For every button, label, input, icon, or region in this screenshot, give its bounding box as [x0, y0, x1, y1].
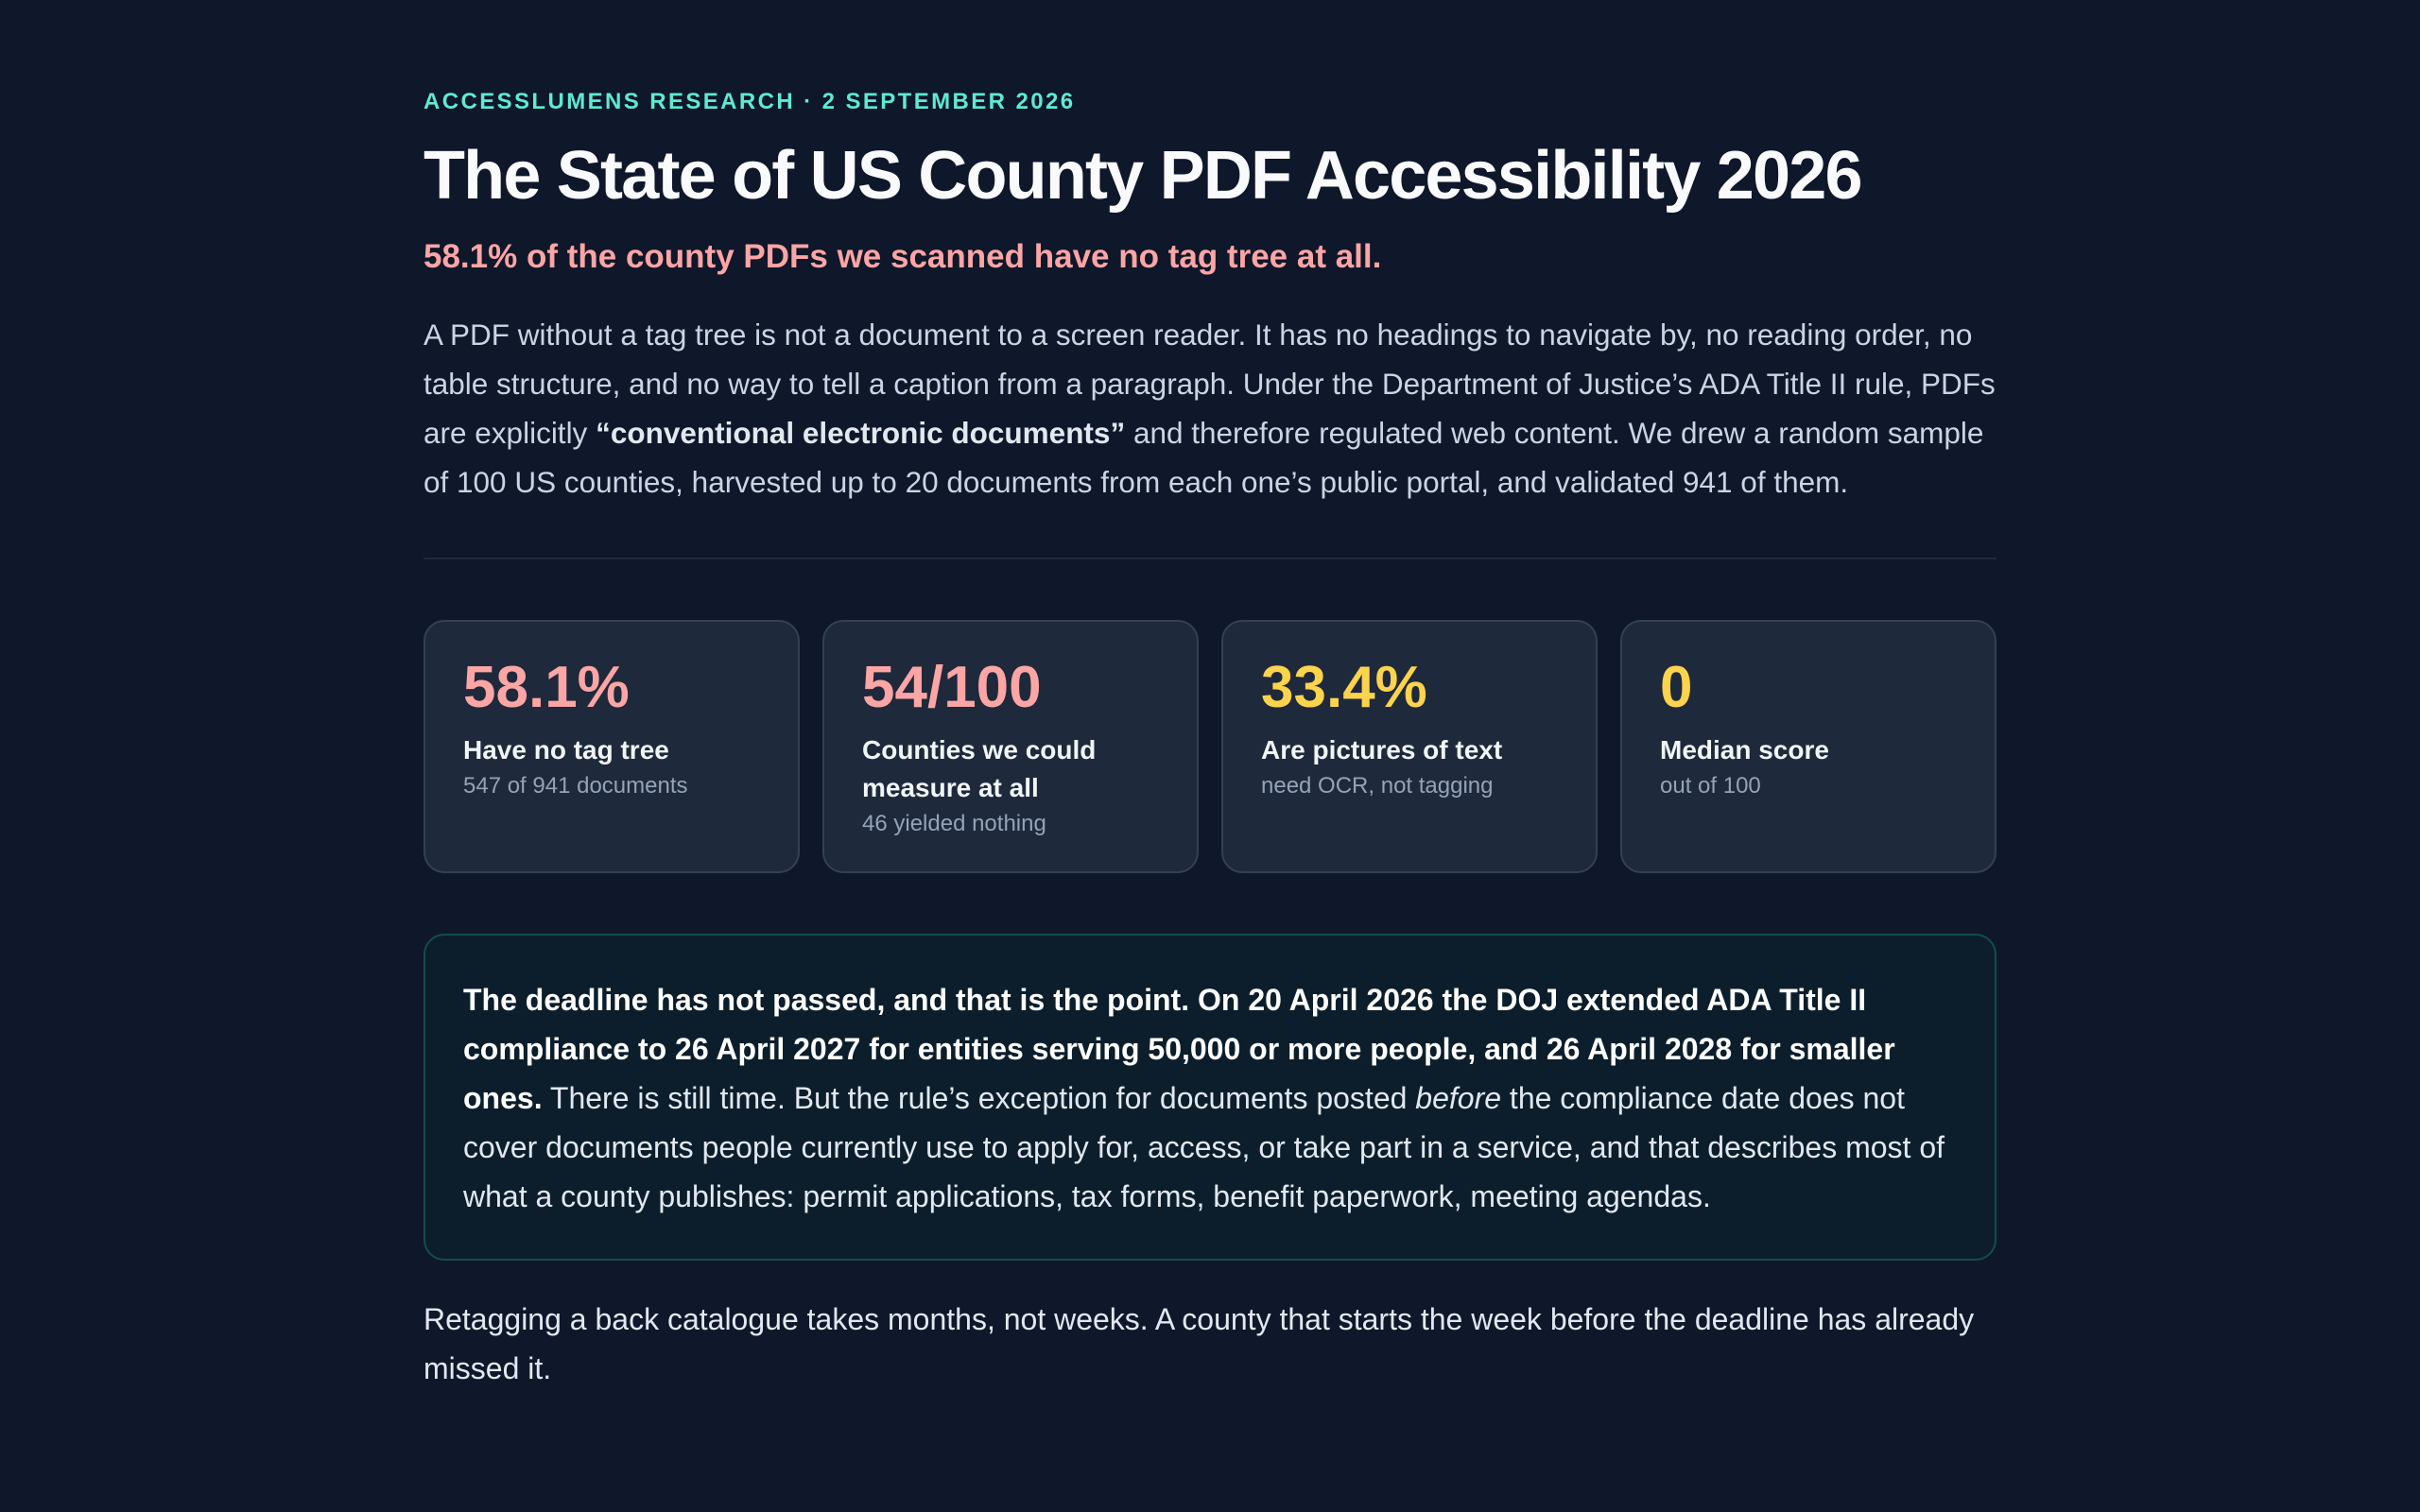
- section-divider: [424, 558, 1996, 559]
- stat-note: out of 100: [1660, 773, 1761, 799]
- stat-label: Median score: [1660, 735, 1829, 765]
- intro-text-1: A PDF without a tag tree is not a docume…: [424, 318, 1996, 450]
- stats-row: 58.1% Have no tag tree 547 of 941 docume…: [424, 620, 1996, 873]
- stat-label: Have no tag tree: [463, 735, 669, 765]
- page-title: The State of US County PDF Accessibility…: [424, 138, 1863, 214]
- stat-label: Counties we could measure at all: [862, 735, 1097, 802]
- stat-note: 46 yielded nothing: [862, 811, 1046, 836]
- stat-card-pictures-of-text: 33.4% Are pictures of text need OCR, not…: [1221, 620, 1598, 873]
- intro-paragraph: A PDF without a tag tree is not a docume…: [424, 310, 1996, 507]
- stat-value: 0: [1660, 655, 1693, 720]
- stat-label: Are pictures of text: [1261, 735, 1503, 765]
- closing-paragraph: Retagging a back catalogue takes months,…: [424, 1302, 1975, 1385]
- report-eyebrow: ACCESSLUMENS RESEARCH · 2 SEPTEMBER 2026: [424, 89, 1076, 114]
- stat-note: 547 of 941 documents: [463, 773, 688, 799]
- report-page: ACCESSLUMENS RESEARCH · 2 SEPTEMBER 2026…: [424, 87, 1996, 1393]
- callout-text-1: There is still time. But the rule’s exce…: [542, 1081, 1416, 1115]
- callout-text-2: the compliance date does not cover docum…: [463, 1081, 1945, 1213]
- stat-note: need OCR, not tagging: [1261, 773, 1494, 799]
- stat-value: 33.4%: [1261, 655, 1427, 720]
- stat-card-median-score: 0 Median score out of 100: [1620, 620, 1996, 873]
- deadline-callout: The deadline has not passed, and that is…: [424, 934, 1996, 1261]
- intro-emphasis: “conventional electronic documents”: [596, 416, 1126, 450]
- stat-card-no-tag-tree: 58.1% Have no tag tree 547 of 941 docume…: [424, 620, 800, 873]
- stat-card-counties-measured: 54/100 Counties we could measure at all …: [822, 620, 1199, 873]
- headline-finding: 58.1% of the county PDFs we scanned have…: [424, 238, 1382, 275]
- callout-italic-text: before: [1415, 1081, 1502, 1115]
- callout-bold-text: The deadline has not passed, and that is…: [463, 983, 1895, 1115]
- stat-value: 58.1%: [463, 655, 630, 720]
- intro-text-2: and therefore regulated web content. We …: [424, 416, 1984, 499]
- stat-value: 54/100: [862, 655, 1042, 720]
